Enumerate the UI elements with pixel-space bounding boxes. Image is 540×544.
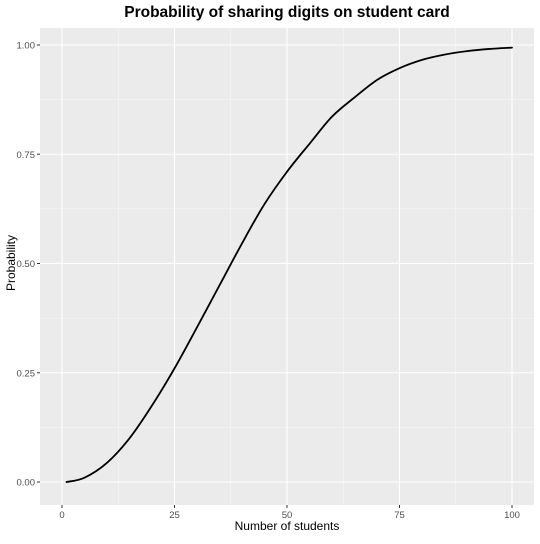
x-tick-label: 75: [394, 510, 405, 521]
y-tick-label: 0.75: [17, 150, 36, 161]
y-axis: 0.00 0.25 0.50 0.75 1.00: [17, 41, 41, 489]
chart-title: Probability of sharing digits on student…: [124, 4, 450, 21]
y-axis-title: Probability: [4, 235, 18, 291]
y-tick-label: 0.00: [17, 478, 36, 489]
x-tick-label: 0: [59, 510, 64, 521]
y-tick-label: 0.50: [17, 259, 36, 270]
x-tick-label: 100: [504, 510, 520, 521]
x-tick-label: 25: [169, 510, 180, 521]
y-tick-label: 1.00: [17, 41, 36, 52]
x-axis-title: Number of students: [235, 519, 340, 533]
y-tick-label: 0.25: [17, 368, 36, 379]
